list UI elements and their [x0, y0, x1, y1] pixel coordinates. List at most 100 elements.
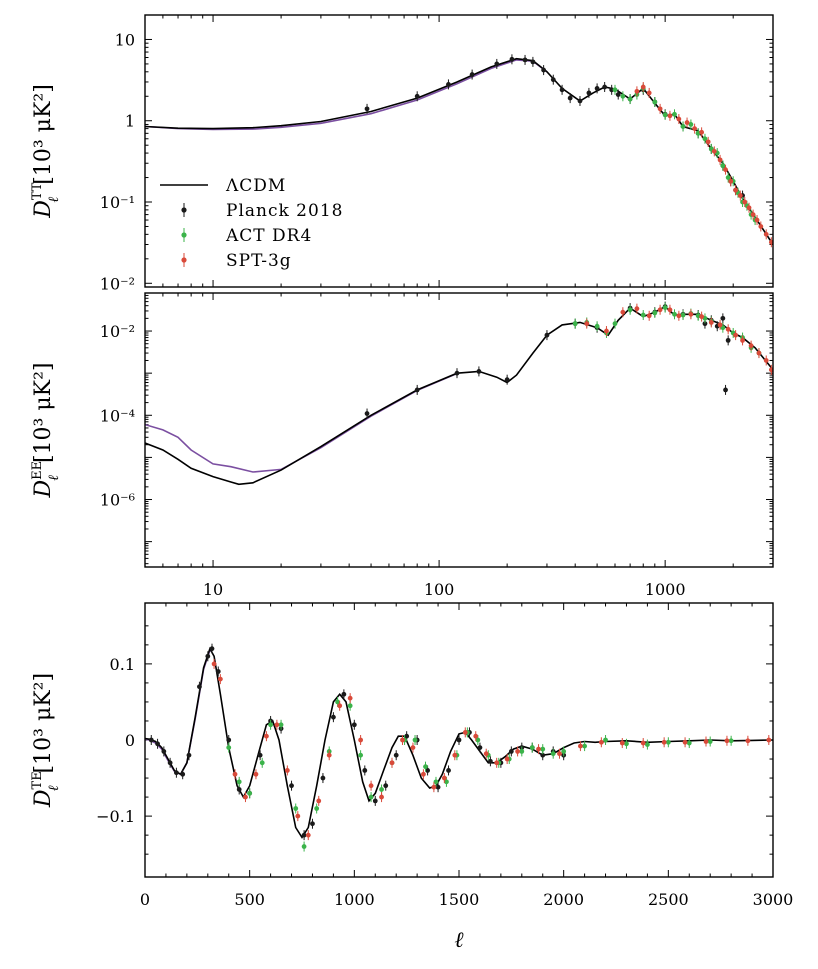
spt-3g-point — [389, 760, 395, 766]
spt-3g-point — [705, 139, 711, 145]
spt-3g-point — [305, 832, 311, 838]
act-dr4-point — [665, 739, 671, 745]
spt-3g-point — [217, 676, 223, 682]
lcdm-curve — [145, 646, 773, 839]
act-dr4-point — [603, 737, 608, 743]
x-axis-label: ℓ — [454, 928, 464, 953]
plot-area — [145, 643, 773, 852]
y-tick-label: 0.1 — [110, 655, 135, 674]
legend-label: ACT DR4 — [225, 226, 312, 246]
spt-3g-point — [264, 733, 269, 739]
axis-ticks — [144, 14, 774, 288]
planck-2018-point — [197, 684, 202, 690]
plot-frame — [144, 292, 774, 568]
y-tick-label: 1 — [125, 112, 135, 131]
act-dr4-point — [268, 722, 273, 728]
spt-3g-point — [699, 129, 705, 135]
planck-2018-point — [725, 337, 731, 343]
act-dr4-point — [358, 752, 364, 758]
planck-2018-point — [702, 321, 708, 327]
planck-2018-point — [454, 370, 460, 376]
y-axis-label-sub: ℓ — [46, 475, 62, 481]
spt-3g-point — [708, 320, 714, 325]
spt-3g-point — [746, 205, 752, 211]
planck-2018-point — [586, 90, 592, 96]
spt-3g-point — [483, 751, 489, 757]
act-dr4-point — [259, 760, 265, 766]
planck-2018-point — [226, 737, 232, 743]
planck-2018-point — [494, 61, 500, 67]
act-dr4-point — [627, 96, 633, 102]
spt-3g-point — [295, 813, 301, 819]
planck-2018-point — [522, 57, 528, 63]
act-dr4-point — [624, 741, 629, 747]
act-dr4-point — [672, 311, 677, 317]
act-dr4-point — [301, 844, 307, 849]
spt-3g-point — [274, 722, 280, 728]
spt-3g-point — [358, 737, 364, 743]
y-tick-label: 10⁻⁶ — [100, 491, 135, 510]
planck-2018-point — [257, 752, 263, 758]
act-dr4-point — [561, 749, 567, 754]
spt-3g-point — [742, 199, 748, 205]
y-axis-label-sup: TT — [30, 182, 45, 200]
spt-3g-point — [604, 328, 609, 334]
act-dr4-point — [680, 312, 686, 318]
act-dr4-point — [475, 737, 481, 743]
planck-2018-point — [530, 59, 536, 65]
spt-3g-point — [657, 307, 663, 313]
planck-2018-point — [550, 77, 556, 83]
spt-3g-point — [515, 749, 521, 754]
spt-3g-point — [421, 771, 426, 777]
spt-3g-point — [723, 167, 728, 173]
spt-3g-point — [243, 794, 248, 800]
spt-3g-point — [657, 106, 663, 112]
lcdm-alt-curve — [145, 59, 548, 131]
act-dr4-point — [612, 321, 618, 327]
planck-2018-point — [180, 771, 186, 777]
planck-2018-point — [174, 770, 179, 776]
spt-3g-point — [745, 738, 751, 744]
y-axis-label: DEEℓ [10³ μK²] — [30, 363, 62, 499]
spt-3g-point — [431, 784, 437, 790]
x-tick-label: 100 — [424, 580, 455, 599]
y-axis-label: DTTℓ [10³ μK²] — [30, 84, 62, 219]
y-axis-label: DTEℓ [10³ μK²] — [30, 673, 62, 808]
act-dr4-point — [572, 321, 578, 327]
act-dr4-point — [550, 751, 556, 757]
spt-3g-point — [756, 350, 762, 356]
spt-3g-point — [676, 116, 682, 122]
plot-area — [145, 301, 773, 486]
spt-3g-point — [410, 745, 416, 751]
x-tick-label: 3000 — [753, 890, 794, 909]
planck-2018-point — [435, 784, 441, 790]
plot-frame — [144, 602, 774, 878]
spt-3g-point — [400, 737, 405, 743]
x-tick-label: 0 — [140, 890, 150, 909]
act-dr4-point — [686, 740, 692, 746]
act-dr4-point — [278, 722, 284, 728]
legend-label: Planck 2018 — [226, 201, 343, 221]
spt-3g-point — [768, 367, 773, 373]
y-tick-label: −0.1 — [96, 807, 135, 826]
spt-3g-point — [717, 157, 723, 163]
spt-3g-point — [473, 733, 479, 739]
spt-3g-point — [232, 771, 238, 777]
spt-3g-point — [462, 729, 468, 735]
planck-2018-point — [236, 787, 242, 792]
act-dr4-point — [529, 745, 535, 751]
spt-3g-point — [578, 743, 583, 749]
act-dr4-point — [620, 93, 626, 99]
planck-2018-point — [723, 387, 728, 393]
planck-2018-point — [209, 646, 215, 652]
planck-2018-point — [602, 84, 608, 90]
planck-2018-point — [469, 72, 475, 77]
y-axis-label-sub: ℓ — [46, 197, 62, 203]
planck-2018-point — [541, 67, 547, 73]
spt-3g-point — [754, 217, 760, 223]
planck-2018-point — [364, 106, 370, 112]
spt-3g-point — [337, 703, 343, 709]
planck-2018-point — [351, 722, 357, 728]
planck-2018-point — [289, 783, 294, 789]
